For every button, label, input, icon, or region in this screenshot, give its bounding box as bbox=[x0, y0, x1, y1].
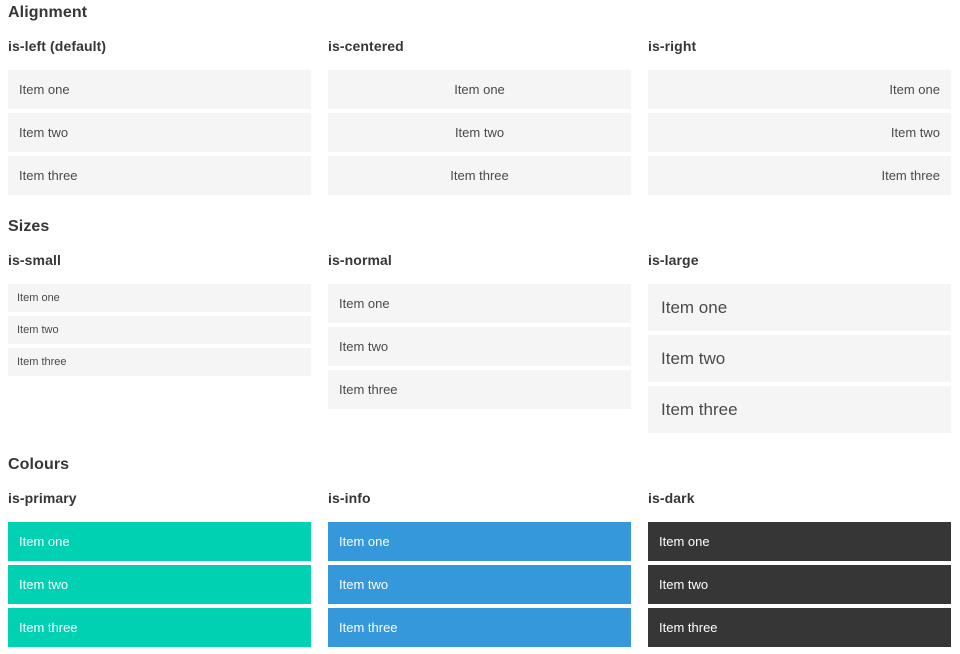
list-item: Item one bbox=[328, 284, 631, 323]
list-item: Item one bbox=[648, 522, 951, 561]
list-item: Item two bbox=[328, 565, 631, 604]
column-heading: is-small bbox=[8, 252, 61, 268]
list-item: Item two bbox=[648, 335, 951, 382]
list-item: Item two bbox=[648, 565, 951, 604]
column-is-left: is-left (default) Item one Item two Item… bbox=[8, 38, 311, 195]
section-alignment: Alignment is-left (default) Item one Ite… bbox=[8, 3, 951, 195]
list-item: Item two bbox=[328, 113, 631, 152]
column-is-info: is-info Item one Item two Item three bbox=[328, 490, 631, 647]
list-item: Item two bbox=[8, 316, 311, 344]
section-colours: Colours is-primary Item one Item two Ite… bbox=[8, 455, 951, 647]
list-left: Item one Item two Item three bbox=[8, 70, 311, 195]
list-centered: Item one Item two Item three bbox=[328, 70, 631, 195]
list-item: Item one bbox=[328, 522, 631, 561]
list-item: Item one bbox=[8, 522, 311, 561]
column-heading: is-dark bbox=[648, 490, 695, 506]
section-grid: is-primary Item one Item two Item three … bbox=[8, 490, 951, 647]
column-heading: is-left (default) bbox=[8, 38, 107, 54]
list-primary: Item one Item two Item three bbox=[8, 522, 311, 647]
column-is-right: is-right Item one Item two Item three bbox=[648, 38, 951, 195]
column-is-small: is-small Item one Item two Item three bbox=[8, 252, 311, 376]
list-item: Item one bbox=[8, 70, 311, 109]
list-item: Item two bbox=[8, 565, 311, 604]
section-grid: is-small Item one Item two Item three is… bbox=[8, 252, 951, 433]
section-grid: is-left (default) Item one Item two Item… bbox=[8, 38, 951, 195]
column-heading: is-info bbox=[328, 490, 371, 506]
column-heading: is-normal bbox=[328, 252, 392, 268]
list-item: Item two bbox=[328, 327, 631, 366]
list-item: Item three bbox=[648, 386, 951, 433]
list-item: Item three bbox=[648, 608, 951, 647]
list-item: Item two bbox=[8, 113, 311, 152]
column-is-large: is-large Item one Item two Item three bbox=[648, 252, 951, 433]
list-item: Item three bbox=[8, 608, 311, 647]
list-item: Item two bbox=[648, 113, 951, 152]
list-item: Item one bbox=[8, 284, 311, 312]
list-small: Item one Item two Item three bbox=[8, 284, 311, 376]
column-is-primary: is-primary Item one Item two Item three bbox=[8, 490, 311, 647]
list-item: Item three bbox=[8, 348, 311, 376]
list-dark: Item one Item two Item three bbox=[648, 522, 951, 647]
column-is-centered: is-centered Item one Item two Item three bbox=[328, 38, 631, 195]
section-title: Colours bbox=[8, 456, 70, 473]
list-large: Item one Item two Item three bbox=[648, 284, 951, 433]
list-right: Item one Item two Item three bbox=[648, 70, 951, 195]
list-item: Item three bbox=[648, 156, 951, 195]
list-item: Item one bbox=[328, 70, 631, 109]
list-item: Item one bbox=[648, 284, 951, 331]
list-item: Item three bbox=[328, 156, 631, 195]
column-is-normal: is-normal Item one Item two Item three bbox=[328, 252, 631, 409]
list-item: Item three bbox=[328, 608, 631, 647]
column-heading: is-right bbox=[648, 38, 697, 54]
column-heading: is-large bbox=[648, 252, 699, 268]
list-item: Item one bbox=[648, 70, 951, 109]
list-normal: Item one Item two Item three bbox=[328, 284, 631, 409]
list-item: Item three bbox=[8, 156, 311, 195]
list-info: Item one Item two Item three bbox=[328, 522, 631, 647]
section-title: Alignment bbox=[8, 4, 88, 21]
section-title: Sizes bbox=[8, 218, 50, 235]
column-heading: is-primary bbox=[8, 490, 77, 506]
section-sizes: Sizes is-small Item one Item two Item th… bbox=[8, 217, 951, 433]
list-item: Item three bbox=[328, 370, 631, 409]
column-is-dark: is-dark Item one Item two Item three bbox=[648, 490, 951, 647]
column-heading: is-centered bbox=[328, 38, 404, 54]
